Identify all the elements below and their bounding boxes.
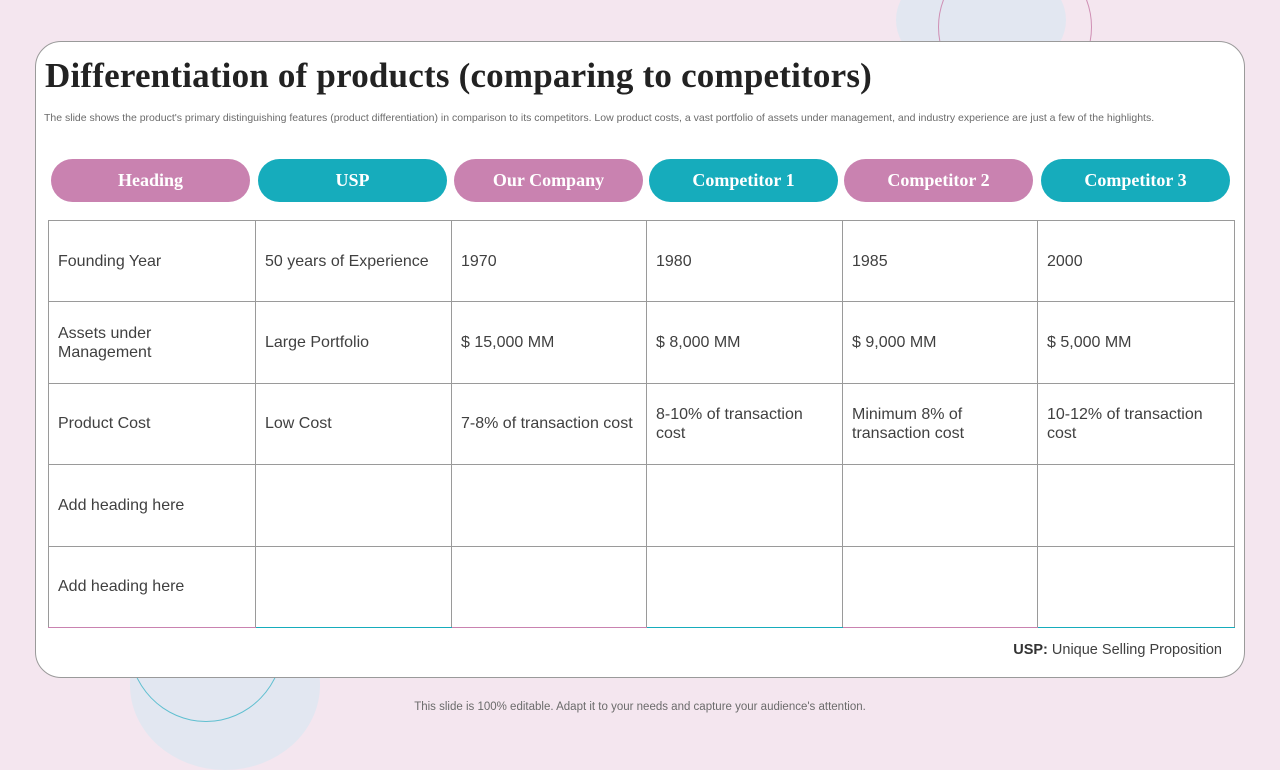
column-header-competitor-3: Competitor 3	[1041, 159, 1230, 202]
competitor-3-cell: 10-12% of transaction cost	[1037, 382, 1235, 466]
competitor-2-cell	[842, 464, 1038, 547]
footer-note: This slide is 100% editable. Adapt it to…	[414, 701, 866, 713]
slide-subtitle: The slide shows the product's primary di…	[44, 112, 1155, 124]
usp-legend: USP: Unique Selling Proposition	[1013, 642, 1222, 658]
competitor-2-cell: 1985	[842, 219, 1038, 303]
competitor-1-cell: 1980	[646, 219, 843, 303]
competitor-2-cell: Minimum 8% of transaction cost	[842, 382, 1038, 466]
usp-cell	[255, 464, 452, 547]
column-header-our-company: Our Company	[454, 159, 643, 202]
row-heading-cell: Add heading here	[48, 545, 256, 629]
competitor-1-cell: $ 8,000 MM	[646, 301, 843, 384]
column-header-competitor-2: Competitor 2	[844, 159, 1033, 202]
competitor-3-cell: $ 5,000 MM	[1037, 301, 1235, 384]
slide-title: Differentiation of products (comparing t…	[45, 56, 873, 95]
slide-card: Differentiation of products (comparing t…	[35, 41, 1245, 678]
column-header-competitor-1: Competitor 1	[649, 159, 838, 202]
row-heading-cell: Product Cost	[48, 382, 256, 466]
table-row: Founding Year 50 years of Experience 197…	[48, 219, 1235, 303]
column-header-usp: USP	[258, 159, 447, 202]
row-heading-cell: Founding Year	[48, 219, 256, 303]
competitor-1-cell: 8-10% of transaction cost	[646, 382, 843, 466]
table-row: Add heading here	[48, 464, 1235, 547]
competitor-2-cell	[842, 545, 1038, 629]
our-company-cell: 1970	[451, 219, 647, 303]
row-heading-cell: Assets under Management	[48, 301, 256, 384]
column-header-heading: Heading	[51, 159, 250, 202]
usp-cell: Low Cost	[255, 382, 452, 466]
legend-term: USP:	[1013, 642, 1048, 658]
table-row: Product Cost Low Cost 7-8% of transactio…	[48, 382, 1235, 466]
table-row: Assets under Management Large Portfolio …	[48, 301, 1235, 384]
legend-definition: Unique Selling Proposition	[1051, 642, 1222, 658]
competitor-3-cell: 2000	[1037, 219, 1235, 303]
table-row: Add heading here	[48, 545, 1235, 629]
competitor-1-cell	[646, 464, 843, 547]
row-heading-cell: Add heading here	[48, 464, 256, 547]
our-company-cell	[451, 464, 647, 547]
competitor-1-cell	[646, 545, 843, 629]
competitor-3-cell	[1037, 464, 1235, 547]
our-company-cell: $ 15,000 MM	[451, 301, 647, 384]
our-company-cell: 7-8% of transaction cost	[451, 382, 647, 466]
usp-cell	[255, 545, 452, 629]
competitor-3-cell	[1037, 545, 1235, 629]
usp-cell: 50 years of Experience	[255, 219, 452, 303]
our-company-cell	[451, 545, 647, 629]
usp-cell: Large Portfolio	[255, 301, 452, 384]
competitor-2-cell: $ 9,000 MM	[842, 301, 1038, 384]
comparison-table: Founding Year 50 years of Experience 197…	[48, 219, 1235, 629]
